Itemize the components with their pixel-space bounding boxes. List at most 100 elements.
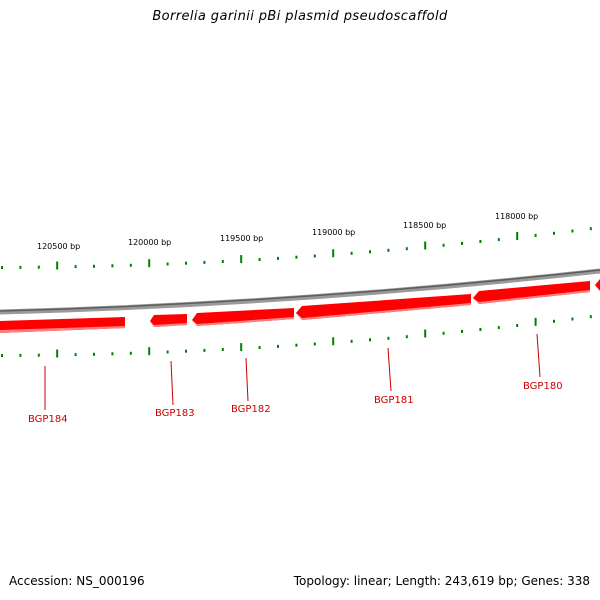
major-tick [332, 249, 335, 258]
minor-tick [74, 265, 77, 269]
tick-label: 119500 bp [220, 234, 263, 243]
tick-label: 119000 bp [312, 228, 355, 237]
map-title: Borrelia garinii pBi plasmid pseudoscaff… [152, 9, 448, 24]
minor-tick [111, 352, 114, 356]
minor-tick [258, 346, 261, 349]
major-tick [148, 259, 151, 268]
minor-tick [516, 324, 519, 327]
minor-tick [350, 339, 353, 343]
minor-tick [203, 348, 206, 352]
gene-labels: BGP184 BGP183 BGP182 BGP181 BGP180 [28, 381, 563, 425]
minor-tick [479, 328, 482, 331]
minor-tick [277, 256, 279, 260]
minor-tick [497, 326, 500, 330]
plasmid-backbone-highlight [0, 269, 600, 312]
major-tick [332, 337, 335, 346]
plasmid-backbone [0, 268, 600, 315]
minor-tick [37, 265, 40, 269]
minor-tick [571, 317, 574, 321]
gene-label[interactable]: BGP182 [231, 404, 271, 415]
minor-tick [350, 251, 353, 255]
minor-tick [277, 344, 279, 348]
minor-tick [1, 354, 3, 357]
minor-tick [111, 264, 114, 268]
minor-tick [442, 331, 445, 335]
minor-tick [129, 263, 132, 267]
minor-tick [387, 248, 390, 252]
gene-label[interactable]: BGP180 [523, 381, 563, 392]
gene-arrow-shadow [150, 321, 187, 327]
minor-tick [203, 260, 206, 264]
minor-tick [553, 231, 555, 235]
minor-tick [571, 229, 574, 233]
inner-tick-row [1, 315, 592, 358]
minor-tick [369, 250, 371, 254]
minor-tick [93, 352, 95, 356]
major-tick [240, 255, 243, 264]
minor-tick [461, 329, 463, 333]
minor-tick [185, 261, 187, 265]
gene-arrow-shadow [192, 317, 294, 326]
gene-arrow-shadow [473, 290, 590, 304]
gene-track [0, 279, 600, 333]
minor-tick [74, 353, 77, 357]
minor-tick [369, 338, 371, 342]
major-tick [516, 232, 519, 240]
gene-label[interactable]: BGP183 [155, 408, 195, 419]
topology-summary: Topology: linear; Length: 243,619 bp; Ge… [293, 574, 590, 588]
minor-tick [497, 238, 500, 242]
major-tick [534, 317, 537, 326]
gene-arrow[interactable] [595, 279, 600, 291]
tick-label: 118000 bp [495, 212, 538, 221]
minor-tick [313, 342, 316, 346]
gene-label[interactable]: BGP181 [374, 395, 414, 406]
minor-tick [166, 262, 169, 266]
major-tick [240, 343, 243, 352]
gene-arrow[interactable] [192, 308, 294, 326]
major-tick [424, 329, 427, 338]
minor-tick [589, 315, 592, 319]
gene-leader [170, 360, 174, 406]
minor-tick [405, 247, 408, 251]
minor-tick [442, 243, 445, 247]
major-tick [56, 349, 59, 358]
minor-tick [129, 351, 132, 355]
minor-tick [19, 353, 22, 357]
minor-tick [534, 233, 537, 237]
minor-tick [221, 260, 224, 263]
minor-tick [479, 240, 482, 243]
minor-tick [258, 258, 261, 261]
major-tick [424, 241, 427, 250]
minor-tick [387, 336, 390, 340]
tick-labels: 120500 bp 120000 bp 119500 bp 119000 bp … [37, 212, 538, 251]
gene-arrow[interactable] [473, 281, 590, 304]
minor-tick [295, 255, 298, 259]
minor-tick [405, 335, 408, 339]
outer-tick-row [1, 227, 592, 270]
tick-label: 120000 bp [128, 238, 171, 247]
accession-text: Accession: NS_000196 [9, 574, 145, 588]
gene-leader [536, 333, 541, 378]
gene-arrow[interactable] [296, 294, 471, 320]
gene-arrow-shadow [296, 303, 471, 320]
major-tick [148, 347, 151, 356]
tick-label: 118500 bp [403, 221, 446, 230]
major-tick [56, 261, 59, 270]
gene-arrow-shadow [0, 326, 125, 333]
minor-tick [313, 254, 316, 258]
minor-tick [1, 266, 3, 269]
minor-tick [295, 343, 298, 347]
minor-tick [185, 349, 187, 353]
minor-tick [19, 265, 22, 269]
tick-label: 120500 bp [37, 242, 80, 251]
minor-tick [166, 350, 169, 354]
minor-tick [553, 319, 555, 323]
gene-leader [387, 347, 392, 392]
gene-label[interactable]: BGP184 [28, 414, 68, 425]
minor-tick [461, 241, 463, 245]
gene-leaders [44, 333, 541, 410]
minor-tick [589, 227, 592, 231]
minor-tick [93, 264, 95, 268]
gene-leader [245, 357, 249, 402]
